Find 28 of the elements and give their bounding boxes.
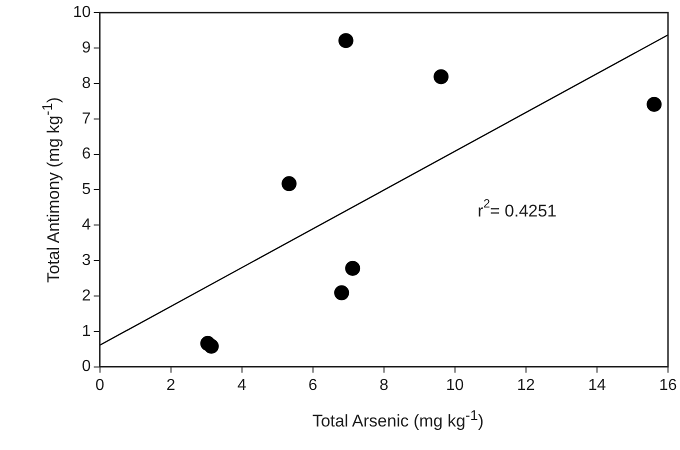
y-tick-label: 8 <box>82 74 91 92</box>
y-tick-label: 2 <box>82 287 91 304</box>
y-tick-label: 1 <box>82 322 91 340</box>
y-tick-label: 5 <box>82 181 91 198</box>
x-tick-label: 0 <box>95 376 104 394</box>
point <box>338 33 354 48</box>
point <box>334 285 350 300</box>
point <box>204 338 219 354</box>
x-tick-label: 2 <box>166 376 176 394</box>
x-tick-label: 16 <box>659 376 677 394</box>
y-tick-label: 10 <box>73 4 91 22</box>
y-tick-label: 7 <box>82 110 91 128</box>
point <box>282 176 297 192</box>
x-axis-title: Total Arsenic (mg kg$^{-1}$) <box>312 408 484 432</box>
y-tick-label: 0 <box>82 358 91 376</box>
point <box>345 260 360 276</box>
x-tick-label: 12 <box>517 376 535 394</box>
x-tick-label: 4 <box>237 376 246 394</box>
x-tick-label: 10 <box>446 376 464 394</box>
y-tick-label: 9 <box>82 39 91 56</box>
x-tick-label: 8 <box>379 376 388 394</box>
y-tick-label: 3 <box>82 252 91 269</box>
x-tick-label: 14 <box>588 376 606 394</box>
y-tick-label: 4 <box>82 216 91 234</box>
point <box>646 96 662 112</box>
y-tick-label: 6 <box>82 146 91 163</box>
x-tick-label: 6 <box>308 376 318 394</box>
point <box>434 69 449 84</box>
